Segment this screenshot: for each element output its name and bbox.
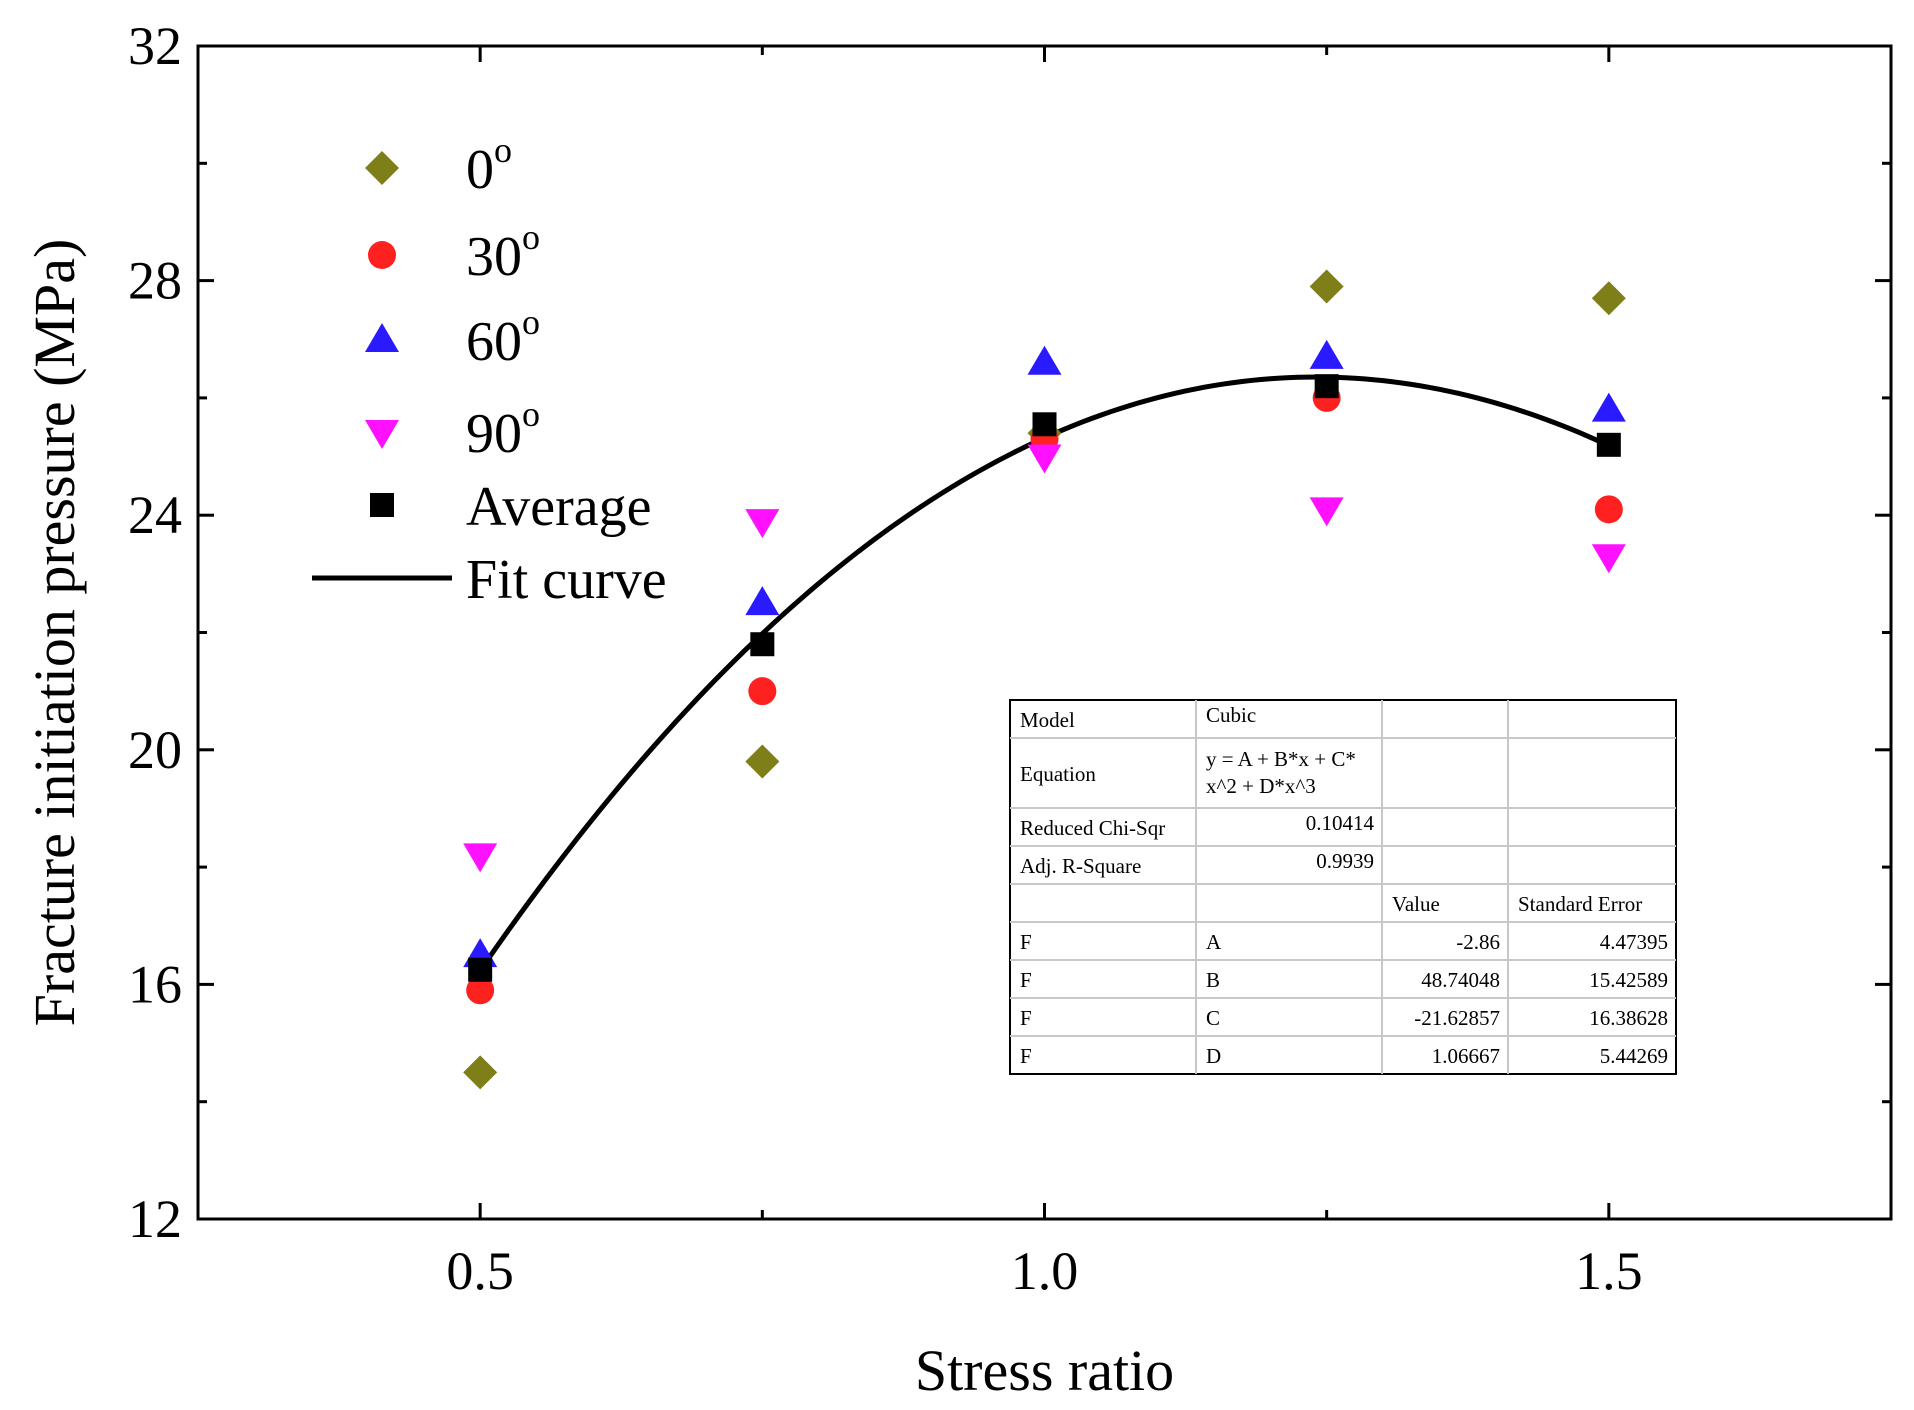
data-point-90-deg: [1591, 544, 1626, 574]
table-cell: A: [1206, 930, 1222, 954]
legend-label: 0o: [466, 130, 512, 201]
plot-frame: [196, 44, 1893, 1221]
data-point-average: [1032, 412, 1057, 437]
data-point-0-deg: [463, 1055, 498, 1090]
y-axis-title: Fracture initiation pressure (MPa): [22, 239, 87, 1027]
table-cell: 48.74048: [1421, 968, 1500, 992]
table-cell: Adj. R-Square: [1020, 854, 1141, 878]
data-point-60-deg: [1309, 339, 1344, 369]
legend-label: Average: [466, 476, 652, 538]
data-point-60-deg: [1027, 345, 1062, 375]
data-point-average: [1596, 432, 1621, 457]
legend-marker-60: [365, 323, 399, 352]
data-point-average: [1314, 374, 1339, 399]
table-cell: 0.10414: [1306, 811, 1375, 835]
data-point-0-deg: [1591, 281, 1626, 316]
data-point-60-deg: [745, 586, 780, 616]
legend-marker-average: [370, 493, 394, 517]
x-tick-label: 1.5: [1575, 1241, 1643, 1301]
table-cell: 16.38628: [1589, 1006, 1668, 1030]
table-cell: Cubic: [1206, 703, 1256, 727]
data-point-30-deg: [1594, 495, 1623, 524]
data-point-0-deg: [1309, 269, 1344, 304]
table-cell: F: [1020, 968, 1032, 992]
y-tick-label: 32: [128, 16, 182, 76]
table-cell: Value: [1392, 892, 1440, 916]
legend-label: Fit curve: [466, 549, 667, 611]
data-point-90-deg: [1309, 497, 1344, 527]
data-point-30-deg: [466, 976, 495, 1005]
y-tick-label: 24: [128, 485, 182, 545]
legend-marker-0: [365, 151, 399, 185]
data-point-average: [468, 957, 493, 982]
data-point-90-deg: [463, 843, 498, 873]
data-point-90-deg: [745, 509, 780, 539]
table-cell: Reduced Chi-Sqr: [1020, 816, 1165, 840]
y-tick-label: 16: [128, 954, 182, 1014]
y-tick-label: 20: [128, 720, 182, 780]
data-point-90-deg: [1027, 444, 1062, 474]
legend-marker-90: [365, 420, 399, 449]
data-point-60-deg: [1591, 392, 1626, 422]
table-cell: 15.42589: [1589, 968, 1668, 992]
table-cell: 5.44269: [1600, 1044, 1668, 1068]
x-axis-title: Stress ratio: [915, 1338, 1174, 1403]
table-cell: 0.9939: [1316, 849, 1374, 873]
table-border: [1009, 699, 1677, 1075]
table-cell: C: [1206, 1006, 1220, 1030]
table-cell: Standard Error: [1518, 892, 1642, 916]
table-cell: F: [1020, 1006, 1032, 1030]
y-tick-label: 12: [128, 1189, 182, 1249]
table-cell: F: [1020, 930, 1032, 954]
x-tick-label: 0.5: [446, 1241, 514, 1301]
fit-statistics-table: Model Cubic Equation y = A + B*x + C* x^2 + …: [1009, 699, 1677, 1075]
table-cell: F: [1020, 1044, 1032, 1068]
table-cell: 1.06667: [1432, 1044, 1500, 1068]
x-tick-label: 1.0: [1011, 1241, 1079, 1301]
y-tick-label: 28: [128, 251, 182, 311]
data-point-0-deg: [745, 744, 780, 779]
data-point-30-deg: [748, 677, 777, 706]
table-cell: -2.86: [1456, 930, 1500, 954]
axis-ticks-layer: 12 16 20 24 28 32 0.5 1.0 1.5: [128, 16, 1891, 1301]
legend-marker-30: [368, 241, 396, 269]
table-cell: Equation: [1020, 762, 1096, 786]
table-cell: B: [1206, 968, 1220, 992]
table-cell: -21.62857: [1414, 1006, 1500, 1030]
table-cell: 4.47395: [1600, 930, 1668, 954]
table-cell: Model: [1020, 708, 1075, 732]
table-cell: D: [1206, 1044, 1221, 1068]
data-point-average: [750, 632, 775, 657]
table-cell: y = A + B*x + C* x^2 + D*x^3: [1206, 747, 1356, 798]
data-points-layer: [463, 269, 1626, 1090]
